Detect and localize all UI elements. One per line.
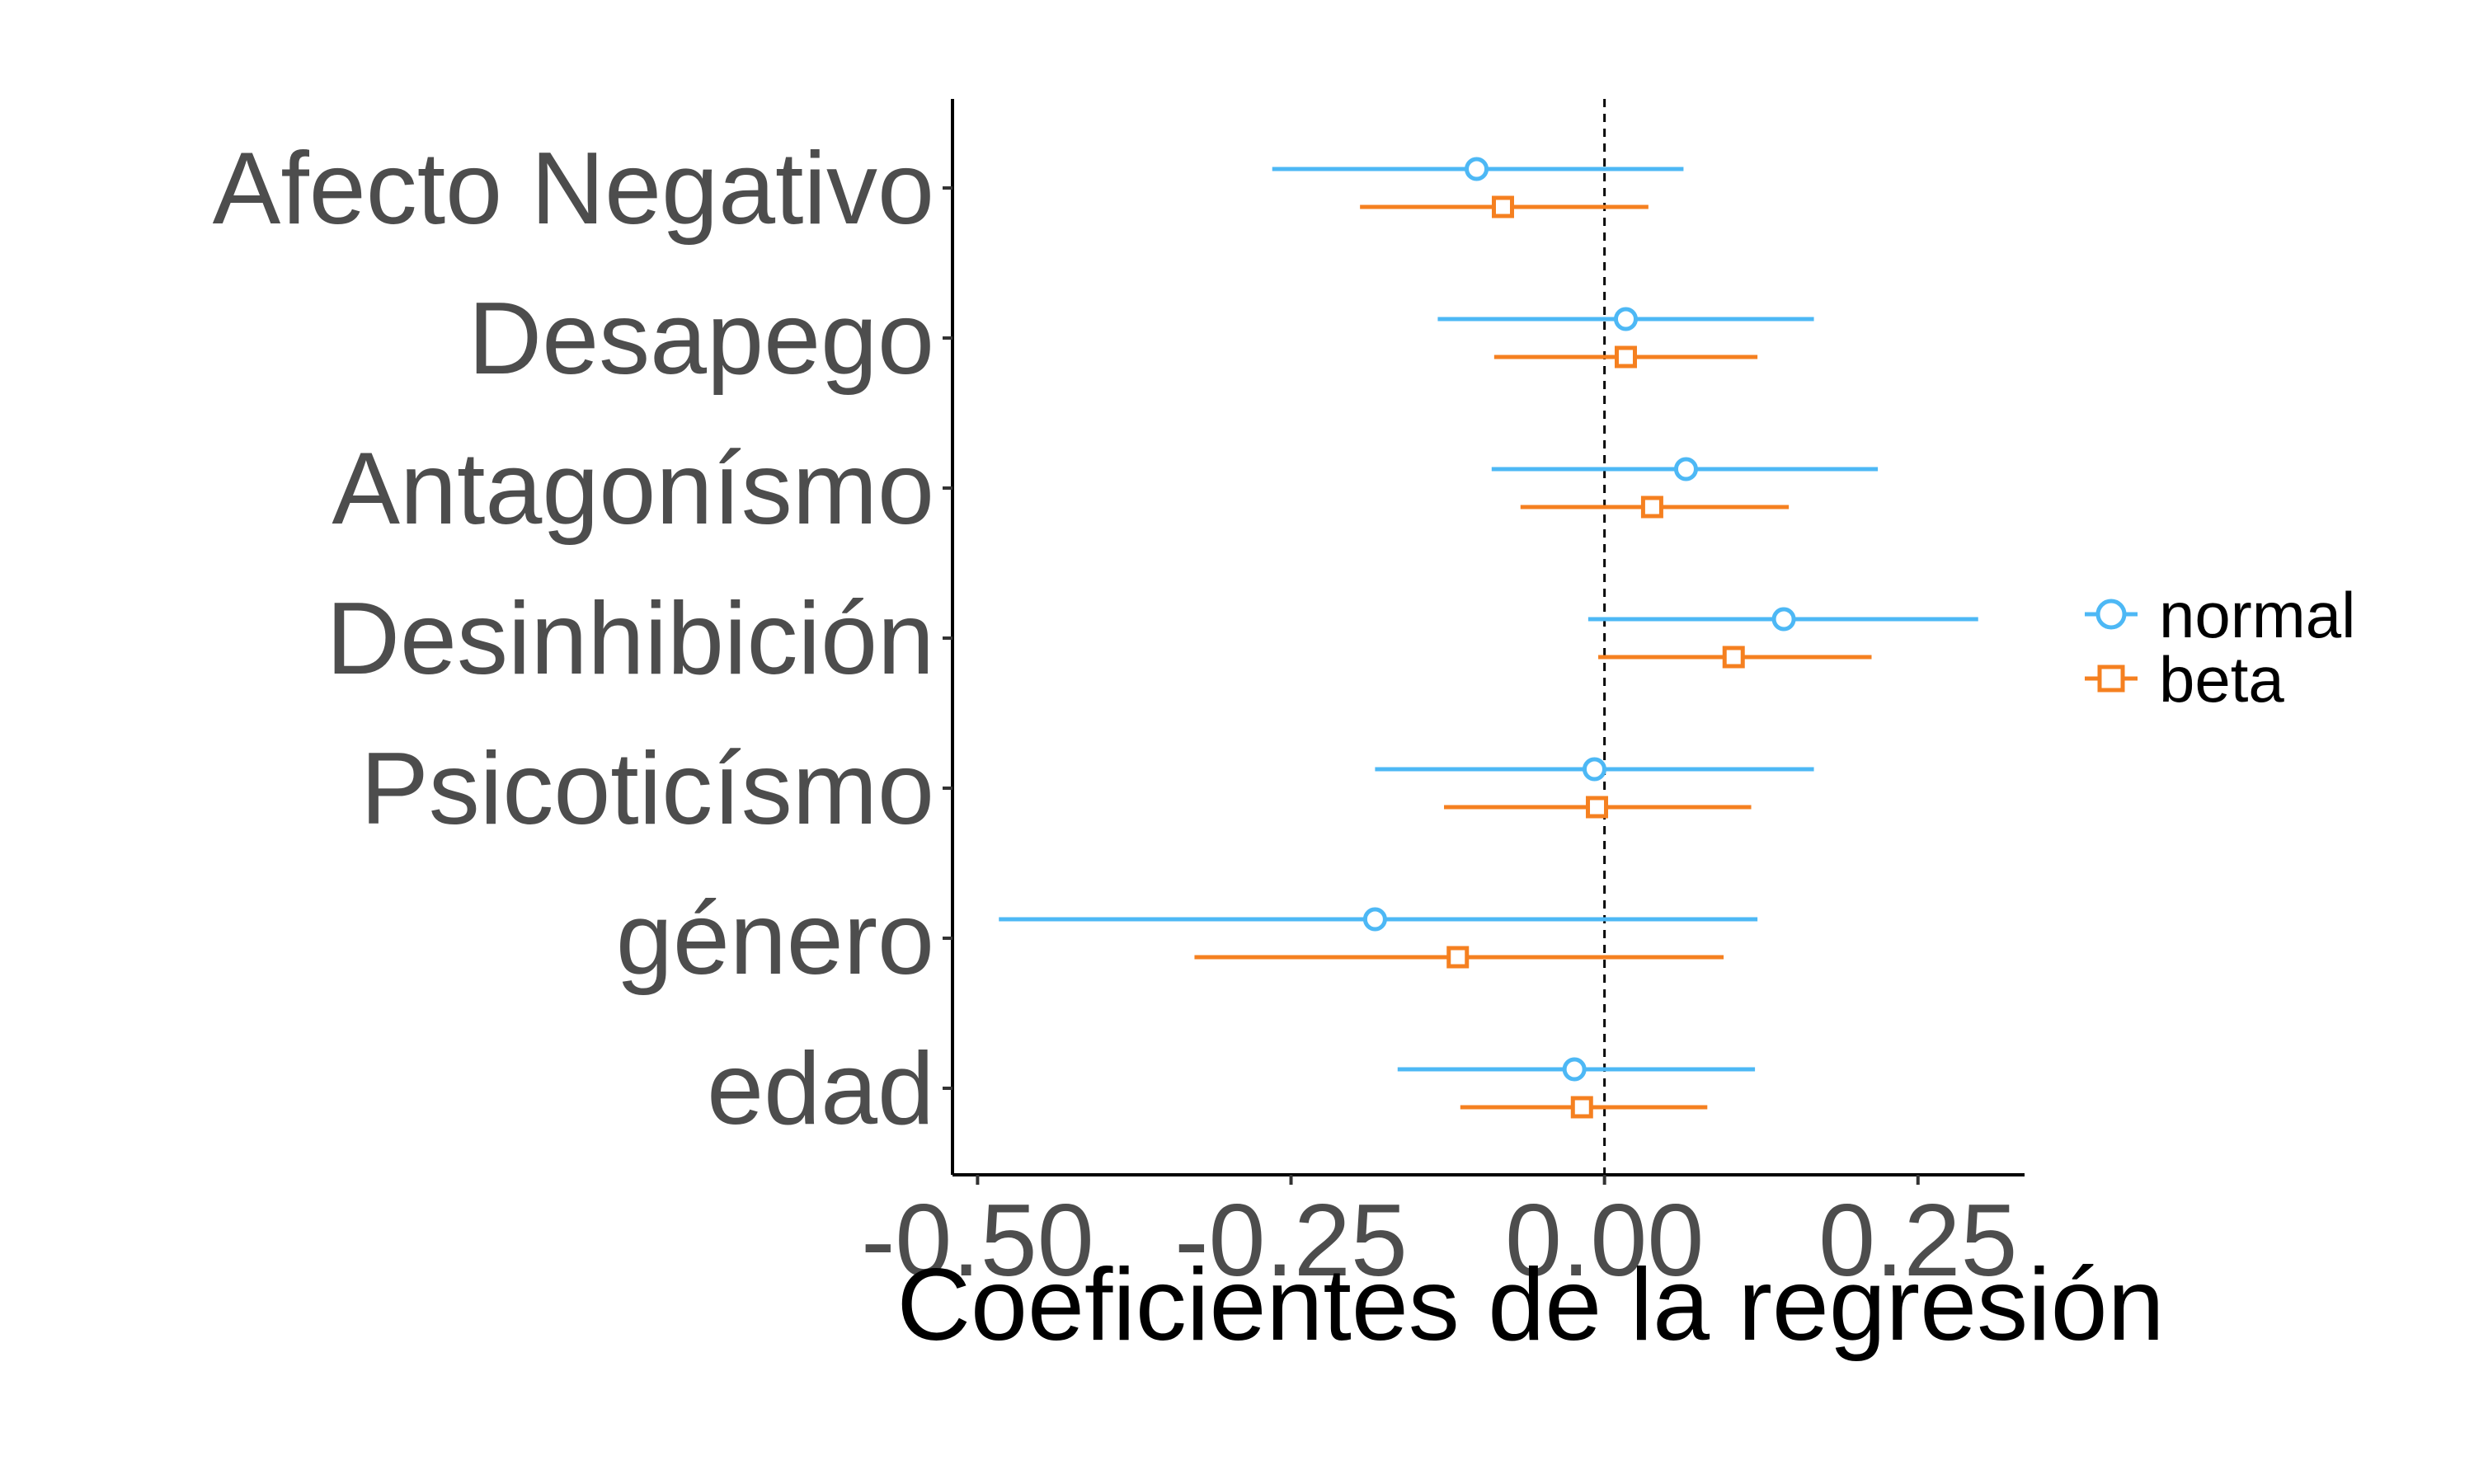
x-axis-tick-labels: -0.50 -0.25 0.00 0.25	[861, 1184, 2017, 1298]
legend-key-normal	[2095, 599, 2127, 630]
x-tick-label-3: 0.25	[1818, 1184, 2017, 1298]
plot-area	[943, 99, 2025, 1185]
x-tick-label-2: 0.00	[1505, 1184, 1704, 1298]
x-axis-title: Coeficientes de la regresión	[896, 1248, 2164, 1362]
y-tick-label-desinhibicion: Desinhibición	[326, 582, 934, 696]
y-tick-label-afecto-negativo: Afecto Negativo	[213, 132, 934, 246]
legend-key-beta	[2097, 665, 2125, 693]
normal-point-antagonismo	[1673, 457, 1698, 481]
beta-point-desinhibicion	[1722, 646, 1745, 669]
beta-point-psicoticismo	[1586, 796, 1609, 819]
x-tick-label-1: -0.25	[1174, 1184, 1408, 1298]
normal-point-desinhibicion	[1771, 607, 1796, 632]
beta-point-edad	[1570, 1096, 1593, 1119]
beta-point-genero	[1446, 946, 1470, 969]
normal-point-afecto-negativo	[1465, 157, 1489, 181]
normal-point-genero	[1362, 907, 1387, 932]
normal-point-edad	[1562, 1057, 1587, 1082]
y-tick-label-edad: edad	[707, 1032, 934, 1146]
normal-point-desapego	[1613, 307, 1638, 331]
legend-label-normal: normal	[2159, 579, 2355, 651]
beta-point-desapego	[1614, 345, 1637, 369]
beta-point-antagonismo	[1640, 495, 1663, 519]
x-tick-label-0: -0.50	[861, 1184, 1094, 1298]
y-tick-label-genero: género	[616, 882, 934, 996]
y-tick-label-antagonismo: Antagonísmo	[332, 432, 934, 546]
beta-point-afecto-negativo	[1491, 195, 1514, 218]
y-tick-label-psicoticismo: Psicoticísmo	[360, 732, 934, 846]
y-axis-tick-labels: Afecto Negativo Desapego Antagonísmo Desinh…	[213, 132, 934, 1146]
normal-point-psicoticismo	[1582, 757, 1606, 782]
legend-label-beta: beta	[2159, 643, 2284, 716]
y-tick-label-desapego: Desapego	[468, 282, 934, 396]
